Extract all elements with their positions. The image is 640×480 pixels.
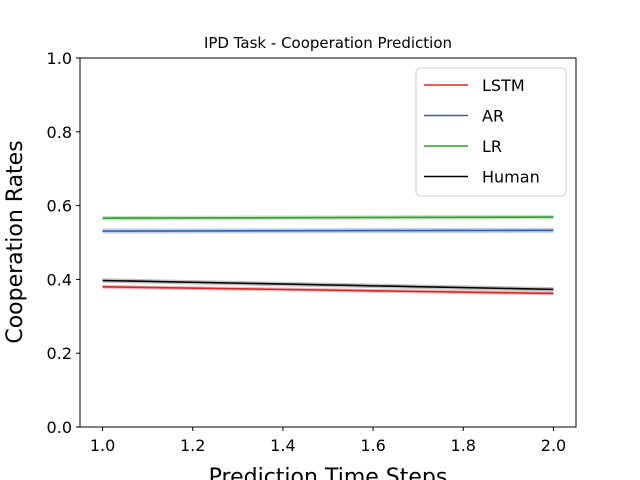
series-line-ar [102, 229, 554, 232]
series-line-lstm [102, 285, 554, 295]
legend: LSTM AR LR Human [415, 67, 567, 197]
series-line-lr [102, 216, 554, 219]
legend-label-ar: AR [482, 107, 504, 126]
chart-title: IPD Task - Cooperation Prediction [204, 34, 452, 52]
x-tick-label: 2.0 [541, 436, 566, 455]
ticks-layer: 1.0 1.2 1.4 1.6 1.8 2.0 0.0 0.2 0.4 0.6 0.8 1.0 [47, 49, 567, 455]
y-tick-label: 0.2 [47, 344, 72, 363]
y-tick-label: 0.0 [47, 418, 72, 437]
y-tick-label: 1.0 [47, 49, 72, 68]
y-tick-label: 0.8 [47, 123, 72, 142]
plot-frame [79, 57, 577, 428]
y-tick-label: 0.6 [47, 197, 72, 216]
y-axis-label: Cooperation Rates [3, 140, 28, 343]
series-layer [102, 214, 554, 296]
series-line-human [102, 279, 554, 291]
x-tick-label: 1.2 [180, 436, 205, 455]
x-tick-label: 1.0 [90, 436, 115, 455]
legend-label-human: Human [482, 168, 540, 187]
x-tick-label: 1.6 [360, 436, 385, 455]
y-tick-label: 0.4 [47, 270, 72, 289]
legend-label-lstm: LSTM [482, 76, 525, 95]
legend-label-lr: LR [482, 137, 502, 156]
x-axis-label: Prediction Time Steps [209, 465, 448, 480]
x-tick-label: 1.8 [451, 436, 476, 455]
legend-box [415, 67, 567, 197]
x-tick-label: 1.4 [270, 436, 295, 455]
